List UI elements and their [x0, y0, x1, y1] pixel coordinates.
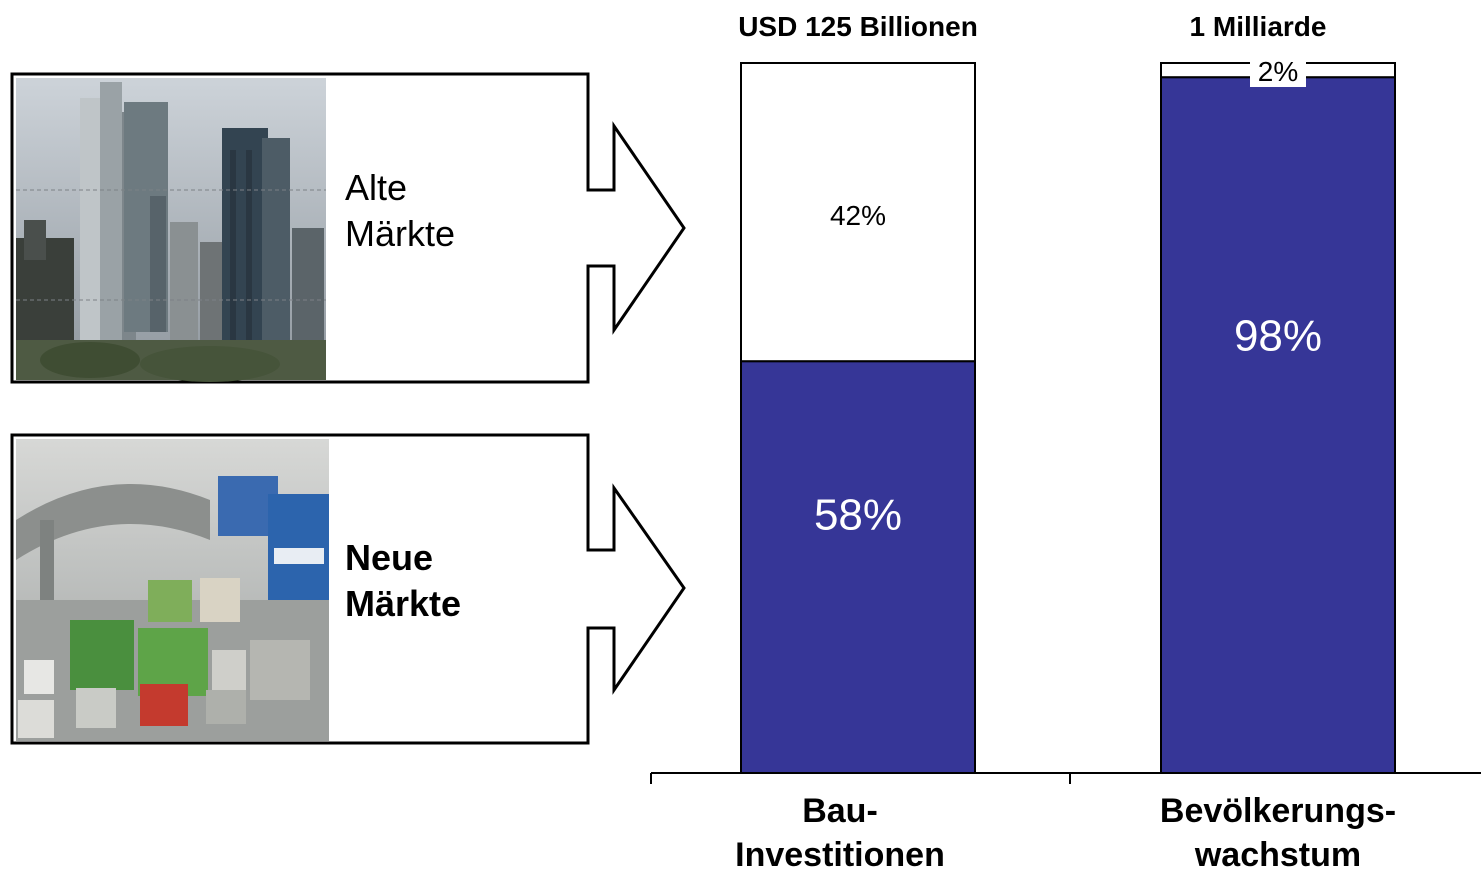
data-label: 2%: [1258, 56, 1298, 87]
bar-segment-dark: [1160, 76, 1396, 774]
bar-group: 58% 42%: [740, 62, 976, 774]
panel-alte-maerkte: Alte Märkte: [10, 72, 686, 384]
x-tick-label-line: Investitionen: [735, 836, 945, 869]
china-traffic-photo: [16, 439, 329, 741]
panel-label-line-1: Neue: [345, 537, 433, 578]
x-tick-label: Bau- Investitionen: [735, 792, 945, 869]
data-label: 42%: [830, 200, 886, 231]
bar-total-label: 1 Milliarde: [1190, 11, 1327, 42]
x-tick-label: Bevölkerungs-wachstum: [1160, 792, 1396, 869]
bar-total-label: USD 125 Billionen: [738, 11, 978, 42]
bar-segment-light: [740, 62, 976, 363]
x-tick-label-line: Bevölkerungs-: [1160, 792, 1396, 830]
data-label: 98%: [1234, 312, 1322, 361]
stacked-bar-chart: 58% 42% USD 125 Billionen Bau- Investitionen…: [650, 11, 1481, 869]
panel-label-line-1: Alte: [345, 167, 407, 208]
bar-group: 98% 2%: [1160, 56, 1396, 774]
panel-label-neue: Neue Märkte: [345, 537, 461, 624]
panel-label-alte: Alte Märkte: [345, 167, 455, 254]
panel-neue-maerkte: Neue Märkte: [10, 433, 686, 745]
panel-label-line-2: Märkte: [345, 213, 455, 254]
bar-segment-dark: [740, 360, 976, 774]
x-tick-label-line: Bau-: [802, 792, 878, 830]
x-tick-label-line: wachstum: [1194, 836, 1361, 869]
frankfurt-skyline-photo: [16, 78, 326, 382]
panel-label-line-2: Märkte: [345, 583, 461, 624]
data-label: 58%: [814, 491, 902, 540]
data-label-backing: [1250, 57, 1306, 87]
